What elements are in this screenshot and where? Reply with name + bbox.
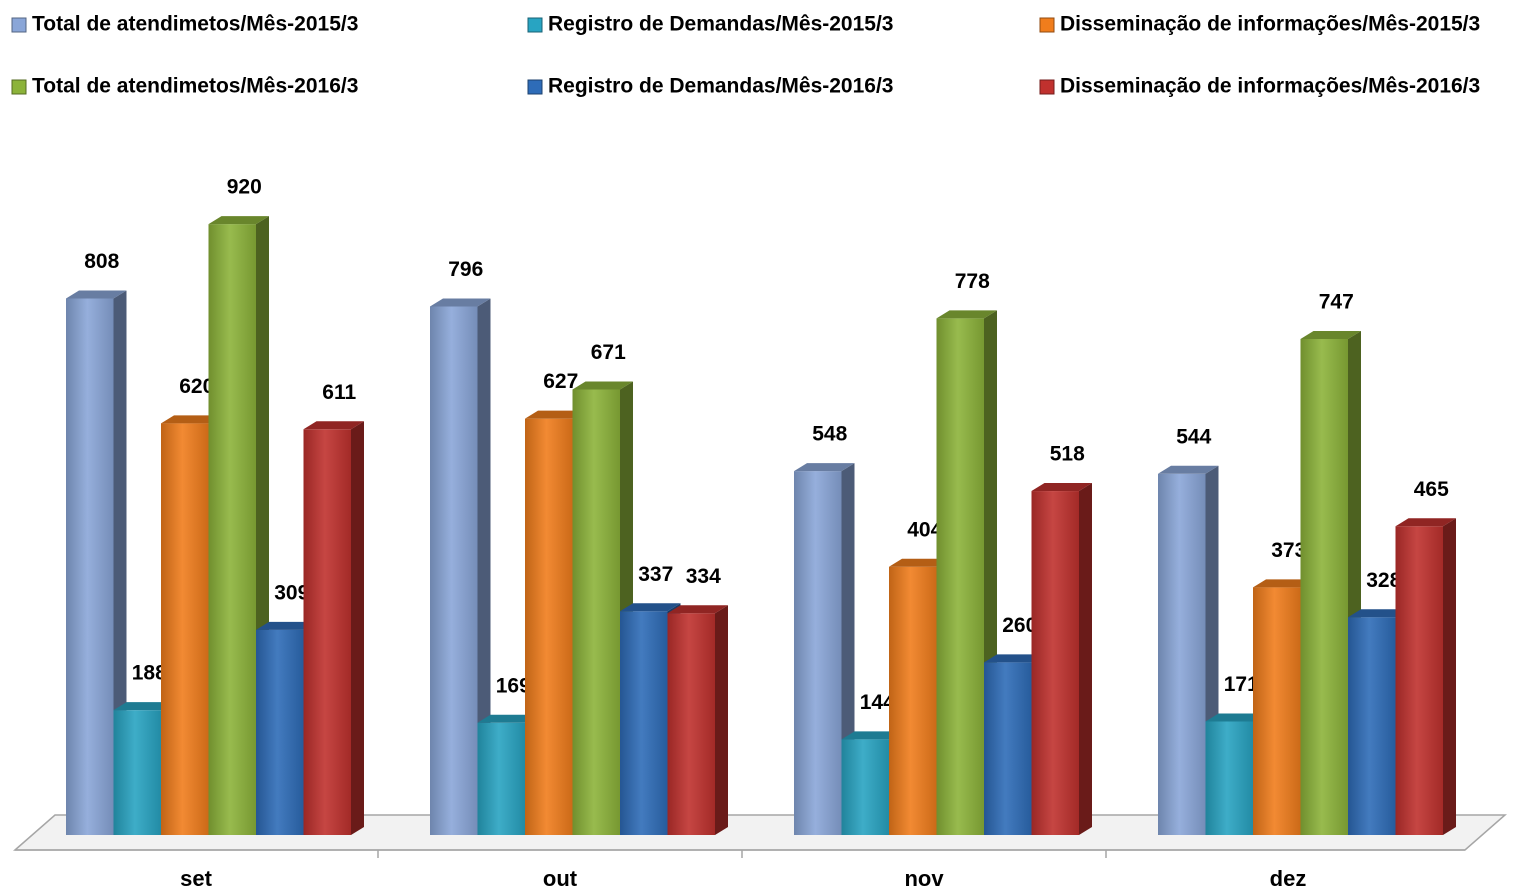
bar	[620, 611, 668, 835]
bar	[430, 306, 478, 835]
x-tick-label: out	[543, 866, 578, 890]
x-tick-label: set	[180, 866, 212, 890]
legend-label: Registro de Demandas/Mês-2015/3	[548, 13, 893, 36]
data-label: 309	[274, 581, 309, 604]
bar	[303, 429, 351, 835]
data-label: 747	[1319, 291, 1354, 314]
bar-top	[1300, 330, 1361, 339]
data-label: 671	[591, 341, 626, 364]
bar	[572, 389, 620, 835]
bar	[936, 318, 984, 836]
legend-marker	[1039, 79, 1055, 95]
legend-marker	[11, 79, 27, 95]
bar	[1031, 491, 1079, 835]
bar	[477, 722, 525, 835]
bar	[525, 418, 573, 835]
legend-marker	[11, 17, 27, 33]
bar	[1205, 721, 1253, 835]
bar	[1348, 617, 1396, 835]
bar-top	[1348, 609, 1409, 618]
bar-side	[351, 421, 364, 835]
bar-top	[984, 654, 1045, 663]
data-label: 171	[1224, 673, 1259, 696]
bar-top	[667, 605, 728, 614]
bar-top	[1395, 518, 1456, 527]
bar-top	[303, 421, 364, 430]
data-label: 620	[179, 375, 214, 398]
bar	[256, 629, 304, 835]
data-label: 920	[227, 176, 262, 199]
bar-side	[1079, 483, 1092, 835]
bar-side	[477, 298, 491, 835]
bar-top	[430, 298, 491, 307]
data-label: 373	[1271, 539, 1306, 562]
data-label: 144	[860, 691, 895, 714]
bar	[1300, 338, 1348, 835]
data-label: 169	[496, 674, 531, 697]
legend-label: Disseminação de informações/Mês-2016/3	[1060, 75, 1480, 98]
bar-top	[936, 310, 997, 319]
bar	[984, 662, 1032, 835]
legend-marker	[1039, 17, 1055, 33]
data-label: 544	[1176, 425, 1211, 448]
legend-marker	[527, 79, 543, 95]
bar-top	[256, 621, 317, 630]
bar-side	[1443, 518, 1456, 835]
bar-top	[66, 290, 127, 299]
bar	[794, 471, 842, 835]
bar	[1158, 473, 1206, 835]
bar-top	[1031, 483, 1092, 492]
bar-top	[161, 415, 222, 424]
bar-top	[572, 381, 633, 390]
data-label: 328	[1366, 569, 1401, 592]
bar	[841, 739, 889, 835]
bar-side	[113, 290, 127, 835]
legend-marker	[527, 17, 543, 33]
data-label: 796	[448, 258, 483, 281]
bar-top	[1205, 713, 1266, 722]
bar	[161, 423, 209, 835]
data-label: 188	[132, 662, 167, 685]
legend-label: Total de atendimetos/Mês-2015/3	[32, 13, 358, 36]
bar-top	[477, 714, 538, 723]
data-label: 627	[543, 370, 578, 393]
data-label: 260	[1002, 614, 1037, 637]
bar-top	[889, 558, 950, 567]
bar-top	[525, 410, 586, 419]
legend-label: Disseminação de informações/Mês-2015/3	[1060, 13, 1480, 36]
data-label: 778	[955, 270, 990, 293]
bar-side	[715, 605, 728, 835]
x-tick-label: dez	[1270, 866, 1307, 890]
data-label: 337	[638, 563, 673, 586]
bar	[113, 710, 161, 835]
data-label: 808	[84, 250, 119, 273]
data-label: 404	[907, 518, 942, 541]
bar-top	[208, 216, 269, 225]
bar-top	[620, 603, 681, 612]
bar	[1395, 526, 1443, 835]
data-label: 518	[1050, 443, 1085, 466]
bar-top	[794, 463, 855, 472]
bar	[208, 224, 256, 835]
bar	[1253, 587, 1301, 835]
bar	[889, 566, 937, 835]
legend-label: Registro de Demandas/Mês-2016/3	[548, 75, 893, 98]
bar-top	[1253, 579, 1314, 588]
bar-top	[113, 702, 174, 711]
legend-label: Total de atendimetos/Mês-2016/3	[32, 75, 358, 98]
bar	[66, 298, 114, 835]
data-label: 548	[812, 423, 847, 446]
data-label: 465	[1414, 478, 1449, 501]
bar	[667, 613, 715, 835]
data-label: 611	[322, 381, 356, 404]
data-label: 334	[686, 565, 721, 588]
bar-top	[841, 731, 902, 740]
bar-top	[1158, 465, 1219, 474]
x-tick-label: nov	[904, 866, 944, 890]
